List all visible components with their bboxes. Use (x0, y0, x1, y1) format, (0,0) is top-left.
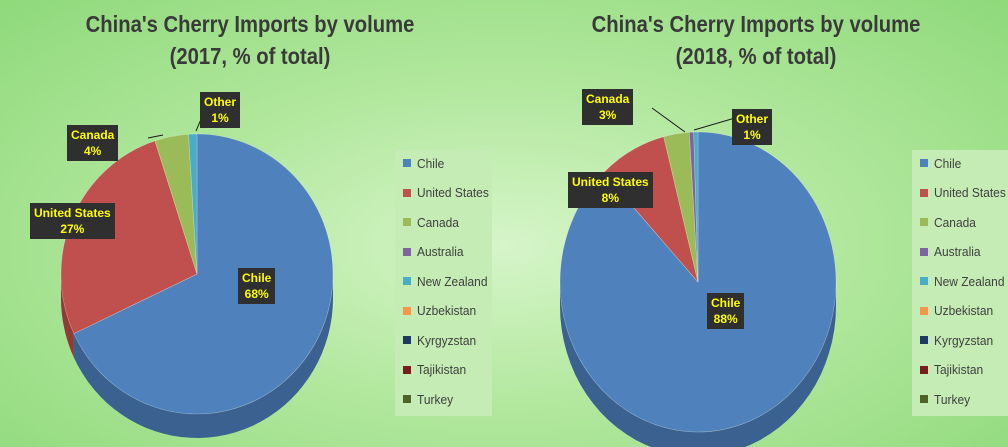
legend-item-uzbekistan: Uzbekistan (920, 302, 998, 320)
data-label-chile: Chile 68% (238, 268, 276, 304)
pie-slice-chile (73, 133, 334, 415)
legend-swatch (920, 306, 928, 315)
legend-label: Tajikistan (934, 362, 984, 377)
legend-item-chile: Chile (920, 154, 964, 172)
legend-swatch (403, 188, 411, 197)
legend-item-new-zealand: New Zealand (403, 272, 494, 290)
data-label-canada: Canada 4% (67, 125, 119, 161)
chart-title-line2: (2018, % of total) (675, 43, 837, 69)
chart-title: China's Cherry Imports by volume (2018, … (534, 8, 978, 72)
legend-swatch (920, 277, 928, 285)
pie-chart-2017 (60, 109, 334, 438)
data-label-canada: Canada 3% (582, 89, 634, 125)
legend-label: Uzbekistan (417, 303, 477, 318)
legend-swatch (920, 336, 928, 344)
legend-label: Chile (934, 155, 962, 171)
legend-item-tajikistan: Tajikistan (920, 361, 987, 379)
legend-swatch (403, 277, 411, 285)
leader-line (147, 134, 164, 139)
legend-label: Canada (417, 214, 459, 230)
chart-legend: Chile United States Canada Australia New Zea… (912, 150, 1008, 416)
legend-swatch (403, 218, 411, 226)
legend-label: United States (417, 185, 489, 200)
legend-item-new-zealand: New Zealand (920, 272, 1008, 290)
legend-swatch (403, 306, 411, 315)
legend-swatch (920, 159, 928, 167)
legend-label: Uzbekistan (934, 303, 994, 318)
data-label-chile: Chile 88% (707, 293, 745, 329)
legend-label: New Zealand (934, 273, 1005, 289)
data-label-other: Other 1% (732, 109, 773, 145)
legend-item-canada: Canada (920, 213, 980, 231)
legend-label: Kyrgyzstan (417, 332, 477, 348)
chart-title-line2: (2017, % of total) (169, 43, 331, 69)
leader-line (651, 107, 686, 133)
data-label-other: Other 1% (200, 92, 241, 128)
pie-slice-new-zealand (693, 131, 699, 283)
chart-title: China's Cherry Imports by volume (2017, … (30, 8, 470, 72)
pie-slice-new-zealand (188, 133, 198, 275)
legend-swatch (403, 247, 411, 256)
legend-label: Turkey (934, 391, 971, 407)
legend-swatch (403, 395, 411, 403)
leader-line (693, 117, 736, 131)
chart-panel-2018: China's Cherry Imports by volume (2018, … (504, 0, 1008, 447)
legend-swatch (920, 395, 928, 403)
legend-label: Canada (934, 214, 976, 230)
chart-title-line1: China's Cherry Imports by volume (85, 11, 415, 37)
legend-label: New Zealand (417, 273, 488, 289)
legend-label: Chile (417, 155, 445, 171)
legend-item-kyrgyzstan: Kyrgyzstan (403, 331, 481, 349)
legend-item-australia: Australia (920, 243, 985, 261)
pie-slice-australia (688, 131, 699, 283)
legend-swatch (920, 365, 928, 374)
legend-label: Australia (417, 244, 464, 259)
legend-swatch (403, 336, 411, 344)
pie-slice-canada (154, 133, 198, 275)
legend-swatch (920, 247, 928, 256)
data-label-united-states: United States 8% (568, 172, 653, 208)
chart-legend: Chile United States Canada Australia New Zea… (395, 150, 492, 416)
legend-label: Australia (934, 244, 981, 259)
legend-item-uzbekistan: Uzbekistan (403, 302, 481, 320)
legend-item-turkey: Turkey (920, 390, 973, 408)
legend-item-kyrgyzstan: Kyrgyzstan (920, 331, 998, 349)
legend-label: Tajikistan (417, 362, 467, 377)
legend-item-united-states: United States (920, 184, 1008, 202)
pie-side-united-states (61, 274, 74, 358)
legend-swatch (403, 365, 411, 374)
legend-item-australia: Australia (403, 243, 468, 261)
legend-swatch (920, 188, 928, 197)
legend-item-turkey: Turkey (403, 390, 456, 408)
pie-side-chile (73, 274, 334, 438)
legend-item-united-states: United States (403, 184, 495, 202)
legend-item-canada: Canada (403, 213, 463, 231)
legend-label: Turkey (417, 391, 454, 407)
chart-panel-2017: China's Cherry Imports by volume (2017, … (0, 0, 500, 447)
data-label-united-states: United States 27% (30, 203, 115, 239)
legend-swatch (403, 159, 411, 167)
legend-label: United States (934, 185, 1006, 200)
legend-swatch (920, 218, 928, 226)
legend-item-tajikistan: Tajikistan (403, 361, 470, 379)
pie-slice-canada (663, 131, 699, 283)
chart-title-line1: China's Cherry Imports by volume (591, 11, 921, 37)
legend-label: Kyrgyzstan (934, 332, 994, 348)
legend-item-chile: Chile (403, 154, 447, 172)
